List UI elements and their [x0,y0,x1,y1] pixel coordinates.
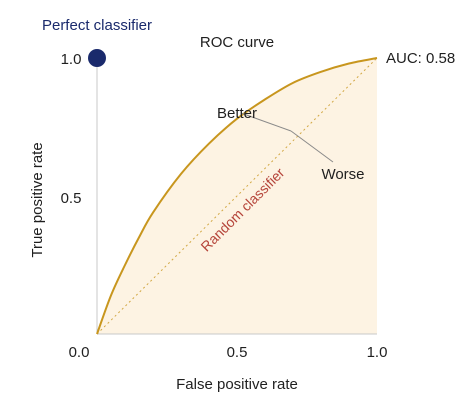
y-tick-label: 0.5 [61,190,82,207]
x-tick-label: 1.0 [367,344,388,361]
y-tick-label: 1.0 [61,51,82,68]
chart-title: ROC curve [200,34,274,51]
x-tick-label: 0.5 [227,344,248,361]
perfect-classifier-label: Perfect classifier [42,17,152,34]
better-label: Better [217,105,257,122]
auc-label: AUC: 0.58 [386,50,455,67]
better-pointer-line [240,112,292,132]
x-tick-label: 0.0 [69,344,90,361]
x-axis-label: False positive rate [176,376,298,393]
perfect-classifier-point [88,49,106,67]
random-classifier-line [96,57,378,335]
roc-curve-line [96,57,378,335]
worse-pointer-line [290,130,334,163]
worse-label: Worse [321,166,364,183]
y-axis-label: True positive rate [29,142,46,257]
